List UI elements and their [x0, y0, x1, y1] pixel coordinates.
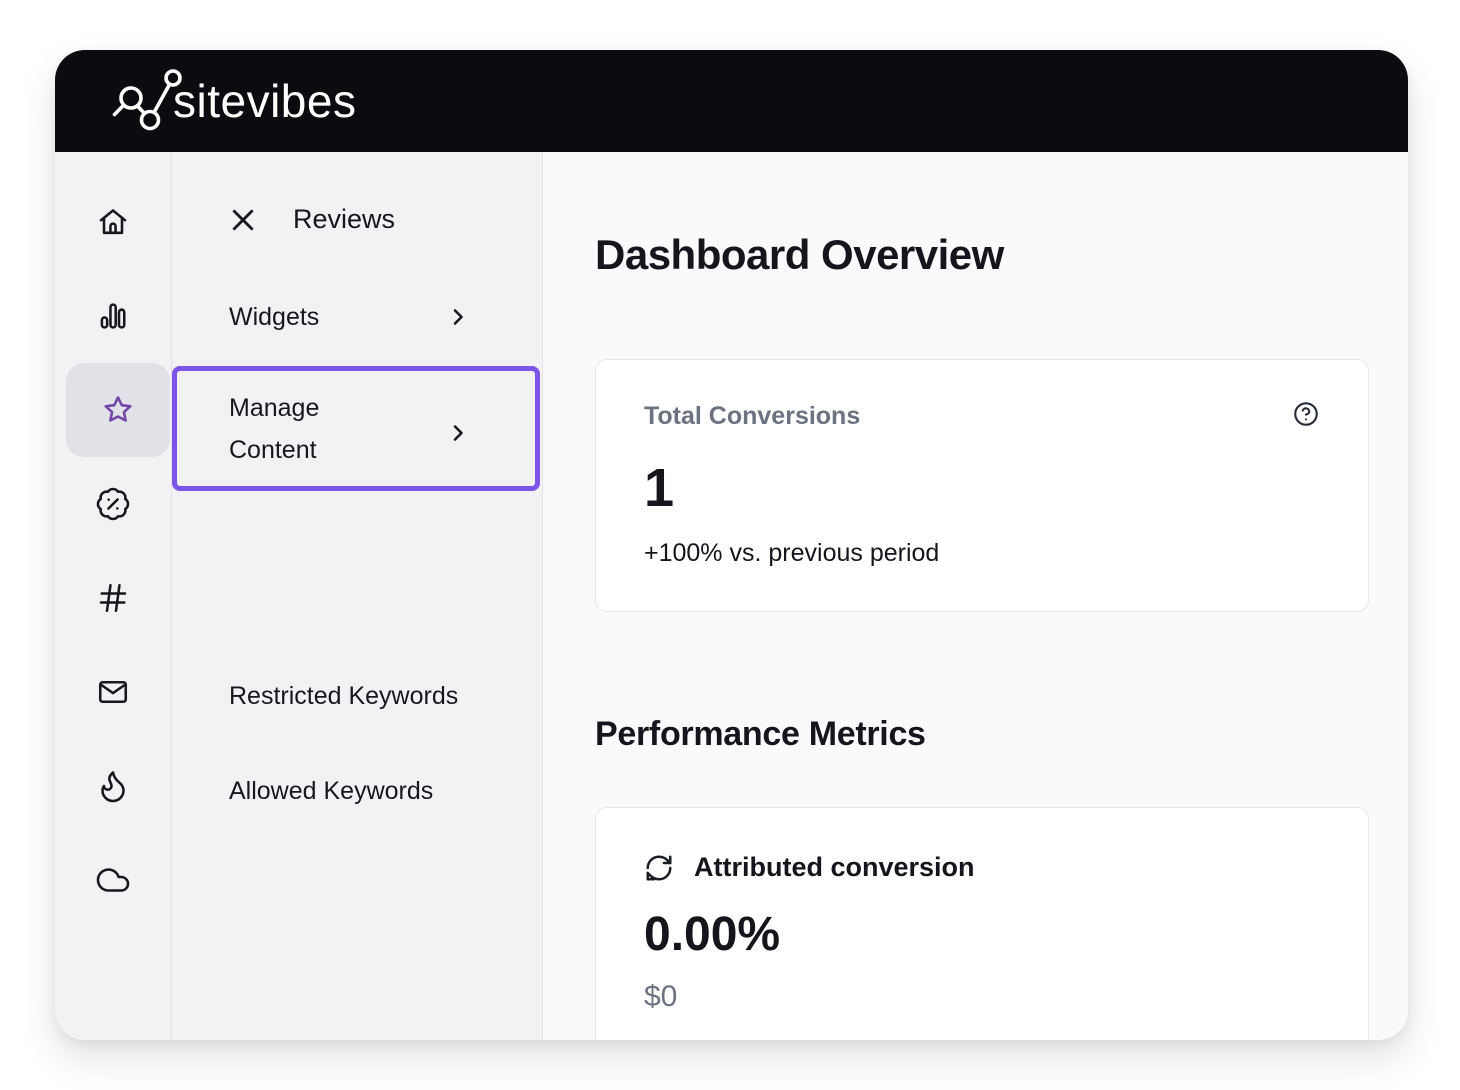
- hashtag-icon: [99, 583, 127, 613]
- refresh-icon: [646, 855, 672, 880]
- panel-item-label: Widgets: [229, 302, 320, 331]
- main-content: Dashboard Overview Total Conversions 1 +…: [543, 152, 1408, 1040]
- panel-item-allowed-keywords[interactable]: Allowed Keywords: [172, 772, 540, 810]
- chevron-right-icon: [446, 305, 470, 329]
- panel-item-widgets[interactable]: Widgets: [172, 298, 540, 336]
- metric-label: Attributed conversion: [694, 852, 975, 882]
- home-icon: [99, 209, 127, 235]
- total-conversions-card: Total Conversions 1 +100% vs. previous p…: [595, 359, 1369, 612]
- cloud-icon: [96, 868, 130, 892]
- app-window: sitevibes: [55, 50, 1408, 1040]
- mail-icon: [98, 680, 128, 704]
- bar-chart-icon: [100, 303, 126, 329]
- page-title: Dashboard Overview: [595, 231, 1004, 278]
- question-circle-icon[interactable]: [1292, 400, 1320, 433]
- panel-item-restricted-keywords[interactable]: Restricted Keywords: [172, 677, 540, 715]
- panel-item-manage-content[interactable]: Manage Content: [172, 366, 540, 491]
- node-network-icon: [112, 69, 182, 131]
- sidebar-item-home[interactable]: [61, 175, 165, 269]
- brand-logo[interactable]: sitevibes: [107, 65, 356, 137]
- metric-value: 0.00%: [644, 908, 781, 961]
- reviews-panel: Reviews Widgets Manage Content Restricte…: [172, 152, 543, 1040]
- sidebar-item-reviews[interactable]: [65, 363, 170, 457]
- panel-item-label: Manage Content: [229, 393, 320, 464]
- panel-title: Reviews: [293, 204, 396, 234]
- sidebar-item-trending[interactable]: [61, 739, 165, 833]
- chevron-right-icon: [446, 421, 470, 445]
- brand-name: sitevibes: [173, 75, 357, 127]
- metric-amount: $0: [644, 980, 678, 1013]
- sidebar-item-email[interactable]: [61, 645, 165, 739]
- star-icon: [103, 396, 132, 422]
- sidebar-item-analytics[interactable]: [61, 269, 165, 363]
- panel-item-label: Allowed Keywords: [229, 776, 434, 805]
- panel-item-label: Restricted Keywords: [229, 681, 459, 710]
- flame-icon: [101, 771, 125, 803]
- sidebar-item-discounts[interactable]: [61, 457, 165, 551]
- app-header: sitevibes: [55, 50, 1408, 152]
- discount-badge-icon: [96, 487, 130, 521]
- total-conversions-value: 1: [644, 458, 675, 518]
- section-title: Performance Metrics: [595, 715, 926, 753]
- sidebar-item-cloud[interactable]: [61, 833, 165, 927]
- icon-sidebar: [55, 152, 172, 1040]
- card-label: Total Conversions: [644, 402, 861, 430]
- total-conversions-comparison: +100% vs. previous period: [644, 539, 940, 567]
- close-icon[interactable]: [228, 205, 258, 235]
- attributed-conversion-card: Attributed conversion 0.00% $0: [595, 807, 1369, 1040]
- sidebar-item-keywords[interactable]: [61, 551, 165, 645]
